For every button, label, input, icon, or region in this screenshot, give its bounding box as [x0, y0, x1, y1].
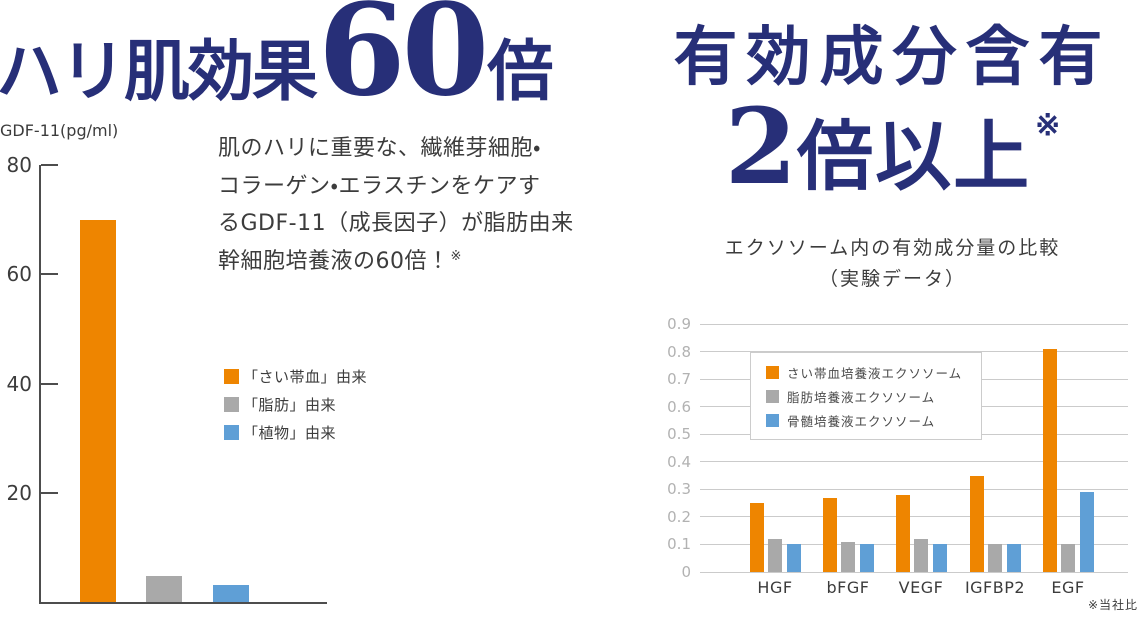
gridline [700, 571, 1128, 573]
right-axis-tick-label: 0.1 [667, 535, 691, 554]
right-legend-item-cord-blood: さい帯血培養液エクソソーム [766, 366, 981, 381]
right-axis-tick-label: 0.8 [667, 342, 691, 361]
description-text: 肌のハリに重要な、繊維芽細胞・ [218, 136, 541, 161]
right-legend-item-fat: 脂肪培養液エクソソーム [766, 390, 981, 405]
right-headline-number: 2 [724, 85, 798, 209]
bar-fat [146, 575, 182, 602]
legend-swatch-cord-blood [766, 366, 779, 379]
bar-fat-bfgf [841, 541, 855, 572]
bar-cord-blood-igfbp2 [969, 475, 984, 572]
legend-swatch-plant [224, 425, 239, 440]
gridline [700, 351, 1128, 353]
legend-swatch-fat [766, 390, 779, 403]
bar-fat-igfbp2 [988, 544, 1002, 572]
left-headline-number: 60 [318, 0, 489, 124]
right-headline-note-mark: ※ [1035, 108, 1061, 144]
comparison-footnote: ※当社比 [1087, 598, 1138, 612]
left-description: 肌のハリに重要な、繊維芽細胞・ コラーゲン・エラスチンをケアす るGDF-11（… [218, 130, 638, 283]
description-text: るGDF-11（成長因子）が脂肪由来 [218, 211, 574, 236]
bar-bone-marrow-vegf [932, 544, 947, 572]
legend-swatch-cord-blood [224, 369, 239, 384]
description-line: 肌のハリに重要な、繊維芽細胞・ [218, 130, 638, 168]
left-chart-legend: 「さい帯血」由来 「脂肪」由来 「植物」由来 [224, 368, 367, 452]
bar-bone-marrow-igfbp2 [1006, 544, 1021, 572]
category-label-igfbp2: IGFBP2 [964, 578, 1026, 597]
category-label-vegf: VEGF [898, 578, 944, 597]
right-axis-tick-label: 0.3 [667, 480, 691, 499]
bar-bone-marrow-hgf [786, 544, 801, 572]
right-axis-tick-label: 0 [681, 563, 691, 581]
description-line: 幹細胞培養液の60倍！※ [218, 243, 638, 284]
right-headline-line2: 2倍以上 ※ [645, 95, 1140, 199]
description-text: 幹細胞培養液の60倍！ [218, 248, 450, 274]
category-label-hgf: HGF [757, 578, 793, 597]
left-axis-tick [41, 382, 58, 385]
gdf11-bar-chart: 20 40 60 80 [7, 153, 327, 604]
legend-label: 「脂肪」由来 [243, 396, 337, 414]
right-axis-tick-label: 0.4 [667, 452, 691, 471]
right-axis-tick-label: 0.5 [667, 425, 691, 444]
description-line: るGDF-11（成長因子）が脂肪由来 [218, 205, 638, 243]
right-axis-tick-label: 0.9 [667, 315, 691, 333]
left-legend-item-cord-blood: 「さい帯血」由来 [224, 368, 368, 386]
bar-plant [213, 585, 249, 602]
right-axis-tick-label: 0.6 [667, 397, 691, 416]
left-legend-item-plant: 「植物」由来 [224, 424, 367, 442]
left-legend-item-fat: 「脂肪」由来 [224, 396, 367, 414]
left-axis-tick-label: 60 [6, 262, 32, 287]
description-note-mark: ※ [450, 248, 462, 264]
legend-label: 「植物」由来 [243, 424, 337, 442]
legend-label: 脂肪培養液エクソソーム [787, 390, 936, 405]
description-text: コラーゲン・エラスチンをケアす [218, 173, 541, 199]
bar-fat-vegf [914, 538, 928, 572]
legend-swatch-bone-marrow [766, 414, 779, 427]
bar-fat-hgf [768, 538, 782, 572]
left-chart-ylabel: GDF-11(pg/ml) [0, 121, 119, 140]
gridline [700, 488, 1128, 490]
right-headline: 有効成分含有 2倍以上 ※ [645, 16, 1140, 199]
right-chart-legend: さい帯血培養液エクソソーム 脂肪培養液エクソソーム 骨髄培養液エクソソーム [750, 352, 982, 440]
gridline [700, 461, 1128, 463]
left-axis-tick-label: 40 [6, 371, 32, 396]
bar-fat-egf [1061, 544, 1075, 572]
gridline [700, 516, 1128, 518]
legend-label: 「さい帯血」由来 [243, 368, 368, 386]
bar-bone-marrow-bfgf [859, 544, 874, 572]
right-chart-title-line2: （実験データ） [818, 268, 966, 290]
right-legend-item-bone-marrow: 骨髄培養液エクソソーム [766, 414, 981, 429]
bar-cord-blood-hgf [749, 503, 764, 572]
right-chart-title: エクソソーム内の有効成分量の比較 （実験データ） [645, 233, 1140, 295]
legend-swatch-fat [224, 397, 239, 412]
left-axis-tick [41, 273, 58, 276]
legend-label: さい帯血培養液エクソソーム [787, 366, 963, 381]
description-line: コラーゲン・エラスチンをケアす [218, 168, 638, 206]
exosome-grouped-bar-chart: 0 0.1 0.2 0.3 0.4 0.5 0.6 0.7 0.8 0.9 HGF bFGF VEGF I… [667, 315, 1128, 597]
right-headline-text: 倍以上 [797, 112, 1032, 202]
right-headline-line1: 有効成分含有 [673, 20, 1112, 95]
left-axis-tick-label: 80 [6, 153, 32, 177]
bar-cord-blood-vegf [895, 494, 910, 572]
left-axis-tick-label: 20 [6, 480, 32, 505]
right-chart-title-line1: エクソソーム内の有効成分量の比較 [724, 237, 1061, 259]
left-headline-suffix: 倍 [487, 32, 553, 110]
left-axis-tick [41, 491, 58, 494]
left-headline-prefix: ハリ肌効果 [0, 32, 318, 110]
bar-cord-blood-egf [1042, 348, 1057, 572]
right-axis-tick-label: 0.2 [667, 507, 691, 526]
category-label-bfgf: bFGF [826, 578, 870, 597]
bar-bone-marrow-egf [1079, 492, 1094, 572]
left-headline: ハリ肌効果 60 倍 [0, 0, 553, 124]
legend-label: 骨髄培養液エクソソーム [787, 414, 936, 429]
left-axis-tick [41, 164, 58, 166]
category-label-egf: EGF [1051, 578, 1085, 597]
gridline [700, 323, 1128, 325]
bar-cord-blood [80, 219, 116, 602]
right-axis-tick-label: 0.7 [667, 370, 691, 389]
bar-cord-blood-bfgf [822, 497, 837, 572]
